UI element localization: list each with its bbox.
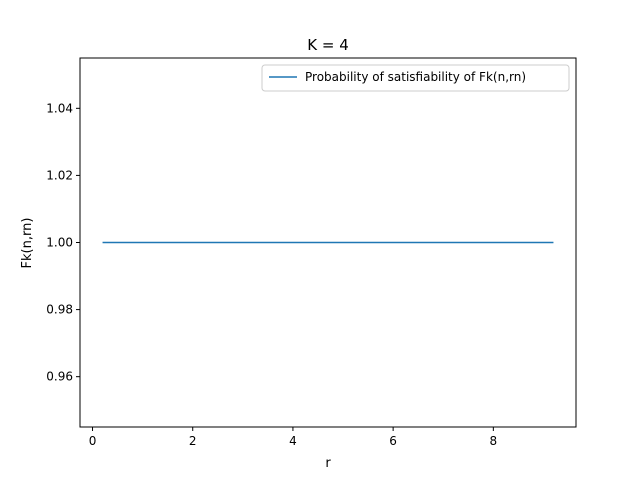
x-tick-label: 0 xyxy=(89,434,97,448)
y-tick-label: 0.96 xyxy=(46,370,73,384)
x-tick-label: 6 xyxy=(389,434,397,448)
y-axis-label: Fk(n,rn) xyxy=(20,218,35,269)
legend-box xyxy=(261,64,570,92)
y-tick-label: 1.00 xyxy=(46,236,73,250)
y-tick-label: 0.98 xyxy=(46,303,73,317)
legend: Probability of satisfiability of Fk(n,rn… xyxy=(261,64,570,92)
x-tick-label: 4 xyxy=(289,434,297,448)
x-tick-label: 8 xyxy=(490,434,498,448)
x-axis: 0 2 4 6 8 xyxy=(89,427,497,448)
legend-label: Probability of satisfiability of Fk(n,rn… xyxy=(305,70,526,84)
y-tick-label: 1.04 xyxy=(46,101,73,115)
y-axis: 0.96 0.98 1.00 1.02 1.04 xyxy=(46,101,80,384)
plot-area xyxy=(79,57,577,428)
chart-title: K = 4 xyxy=(307,36,348,54)
x-tick-label: 2 xyxy=(189,434,197,448)
x-axis-label: r xyxy=(325,456,331,471)
y-tick-label: 1.02 xyxy=(46,168,73,182)
